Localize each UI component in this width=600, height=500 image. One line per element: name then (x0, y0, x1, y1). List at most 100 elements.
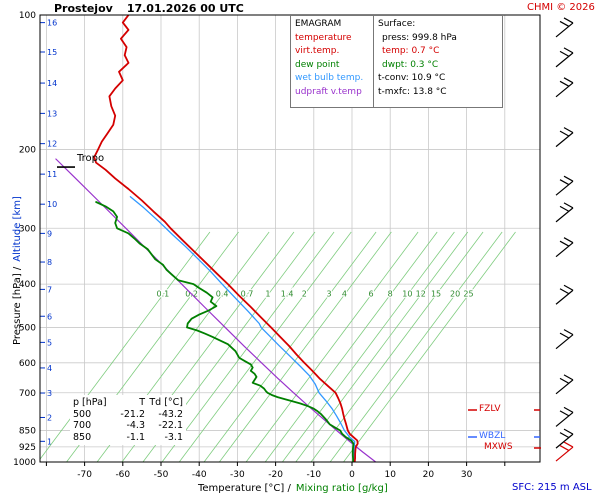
station-name: Prostejov (54, 2, 113, 15)
surface-pressure: press: 999.8 hPa (382, 32, 457, 43)
pressure-tick-label: 925 (19, 443, 36, 453)
sounding-datetime: 17.01.2026 00 UTC (126, 2, 244, 15)
wind-barb (555, 329, 574, 350)
mixing-ratio-label: 15 (431, 290, 441, 299)
mixing-ratio-label: 20 (450, 290, 460, 299)
wind-barb (555, 77, 574, 98)
legend-item-dew-point: dew point (295, 59, 340, 70)
altitude-tick-label: 12 (47, 140, 57, 149)
mixing-ratio-label: 0.4 (216, 290, 229, 299)
pressure-tick-label: 850 (19, 426, 36, 436)
altitude-tick-label: 2 (47, 413, 52, 422)
altitude-tick-label: 15 (47, 48, 57, 57)
temperature-tick-label: -30 (230, 470, 245, 480)
wind-barb (555, 47, 574, 68)
wind-barb (555, 374, 574, 395)
table-cell: -22.1 (158, 420, 183, 431)
legend-item-updraft: udpraft v.temp (295, 86, 362, 97)
table-cell: 850 (73, 431, 92, 443)
table-cell: -21.2 (120, 408, 145, 420)
x-axis-title-temperature: Temperature [°C] / (198, 483, 291, 494)
surface-elevation-label: SFC: 215 m ASL (512, 482, 592, 493)
temperature-tick-label: -70 (77, 470, 92, 480)
temperature-tick-label: -20 (268, 470, 283, 480)
wind-barb (555, 237, 574, 258)
legend-item-virt-temp: virt.temp. (295, 46, 340, 56)
legend-item-wet-bulb: wet bulb temp. (295, 73, 364, 83)
altitude-tick-label: 6 (47, 312, 52, 321)
wet-bulb-zero-label: WBZL (479, 431, 506, 441)
altitude-tick-label: 10 (47, 200, 57, 209)
mixing-ratio-label: 0.7 (241, 290, 254, 299)
temperature-tick-label: 10 (384, 470, 396, 480)
curve-dew-point (95, 201, 355, 462)
pressure-tick-label: 400 (19, 280, 36, 290)
wind-barb-column (555, 17, 574, 462)
curve-temperature (93, 15, 359, 462)
table-cell: 700 (73, 420, 92, 431)
altitude-tick-label: 1 (47, 437, 52, 446)
max-wind-label: MXWS (484, 442, 513, 452)
pressure-tick-label: 300 (19, 224, 36, 234)
altitude-ticks: 16 15 14 13 12 11 10 9 8 7 6 5 4 3 2 1 (40, 19, 57, 446)
table-cell: -4.3 (126, 420, 145, 431)
wind-barb (555, 127, 574, 148)
altitude-tick-label: 11 (47, 170, 57, 179)
altitude-tick-label: 3 (47, 389, 52, 398)
pressure-tick-label: 600 (19, 359, 36, 369)
tropopause-label: Tropo (77, 153, 105, 164)
surface-title: Surface: (378, 19, 416, 29)
table-header-temp: T (139, 397, 145, 408)
altitude-tick-label: 16 (47, 19, 57, 28)
sounding-curves (55, 15, 377, 462)
wind-barb (555, 175, 574, 196)
table-cell: -1.1 (126, 431, 145, 443)
altitude-tick-label: 14 (47, 79, 57, 88)
wind-barb (555, 202, 574, 223)
temperature-tick-label: -10 (306, 470, 321, 480)
temperature-tick-label: -40 (192, 470, 207, 480)
surface-tmxfc: t-mxfc: 13.8 °C (378, 86, 447, 97)
level-marker-dashes (468, 409, 541, 449)
copyright-label: CHMI © 2026 (527, 2, 595, 13)
temperature-tick-label: 30 (461, 470, 473, 480)
table-cell: -3.1 (164, 431, 183, 443)
altitude-tick-label: 13 (47, 109, 57, 118)
surface-dwpt: dwpt: 0.3 °C (382, 59, 439, 70)
wind-barb (555, 428, 574, 449)
altitude-tick-label: 8 (47, 258, 52, 267)
table-header-pressure: p [hPa] (73, 397, 107, 408)
pressure-tick-label: 100 (19, 11, 36, 21)
pressure-tick-label: 500 (19, 323, 36, 333)
mixing-ratio-label: 1 (265, 290, 270, 299)
wind-barb (555, 441, 574, 462)
surface-info-box: Surface: press: 999.8 hPa temp: 0.7 °C d… (373, 15, 503, 108)
y-axis-title-pressure: Pressure [hPa] / (12, 266, 23, 345)
surface-temp: temp: 0.7 °C (382, 46, 440, 56)
level-table: p [hPa] T Td [°C] 500 -21.2 -43.2 700 -4… (70, 395, 186, 445)
table-cell: -43.2 (158, 408, 183, 420)
mixing-ratio-label: 10 (402, 290, 412, 299)
y-axis-title: Pressure [hPa] / Altitude [km] (12, 196, 23, 345)
temperature-tick-label: -50 (154, 470, 169, 480)
wind-barb (555, 17, 574, 38)
mixing-ratio-label: 0.1 (157, 290, 170, 299)
mixing-ratio-label: 6 (369, 290, 374, 299)
curve-updraft-virt-temp- (55, 158, 377, 462)
wind-barb (555, 284, 574, 305)
curve-wet-bulb-temp- (129, 196, 356, 462)
pressure-tick-label: 200 (19, 146, 36, 156)
table-header-dwpt: Td [°C] (149, 397, 183, 408)
mixing-ratio-labels: 0.1 0.2 0.4 0.7 1 1.4 2 3 4 6 8 10 12 15 20 25 (155, 288, 475, 300)
mixing-ratio-label: 3 (327, 290, 332, 299)
page-title: Prostejov 17.01.2026 00 UTC (54, 2, 244, 15)
mixing-ratio-lines (40, 231, 516, 462)
mixing-ratio-label: 4 (342, 290, 347, 299)
mixing-ratio-label: 12 (416, 290, 426, 299)
wind-barb (555, 406, 574, 427)
x-axis-title-mixing-ratio: Mixing ratio [g/kg] (295, 483, 388, 494)
surface-tconv: t-conv: 10.9 °C (378, 73, 446, 83)
mixing-ratio-label: 8 (388, 290, 393, 299)
legend-box: EMAGRAM temperature virt.temp. dew point… (290, 15, 374, 108)
